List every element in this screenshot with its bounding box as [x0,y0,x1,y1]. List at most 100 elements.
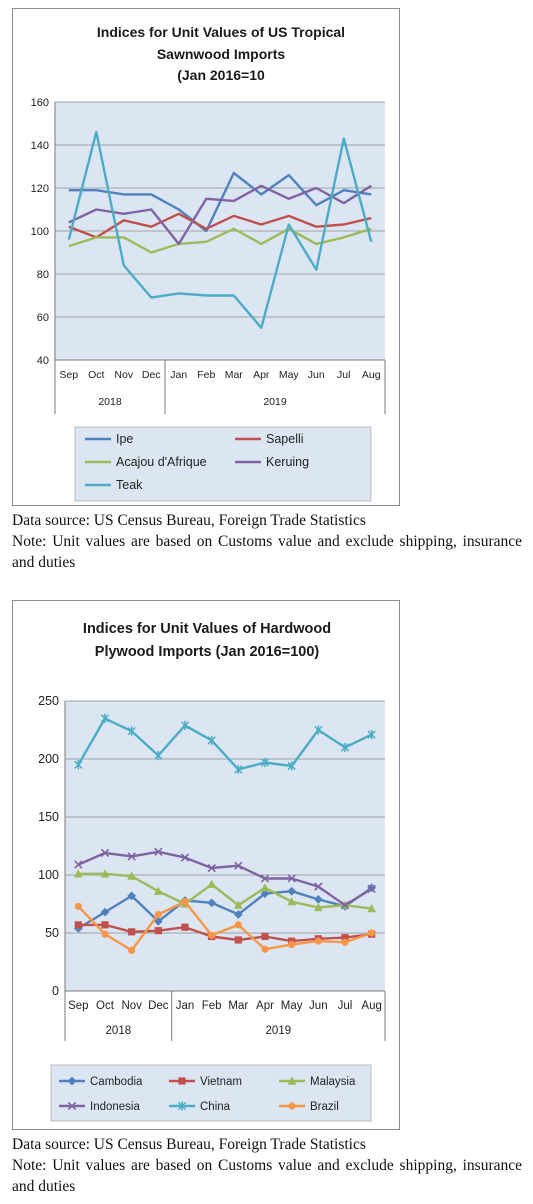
plywood-data-point [287,886,297,896]
plywood-series-line [77,850,373,907]
plywood-y-tick-label: 100 [38,868,59,882]
plywood-title-line-2: Plywood Imports (Jan 2016=100) [95,644,320,660]
plywood-series-line [77,886,373,930]
plywood-data-point [313,902,323,912]
plywood-x-tick-label: Jul [338,1000,353,1012]
sawnwood-series-teak [67,130,373,329]
sawnwood-x-tick-label: May [279,369,300,381]
plywood-series-brazil [74,898,376,954]
plywood-data-point [314,882,323,891]
sawnwood-y-tick-label: 120 [31,183,49,195]
plywood-data-point [287,874,296,883]
sawnwood-legend-label: Acajou d'Afrique [116,455,207,469]
sawnwood-x-tick-label: Sep [59,369,78,381]
sawnwood-series-sapelli [68,212,372,239]
sawnwood-title-line-1: Indices for Unit Values of US Tropical [97,24,345,40]
sawnwood-y-tick-label: 100 [31,226,49,238]
plywood-data-point [287,761,296,771]
plywood-legend-label: China [200,1101,231,1113]
plywood-data-point [74,860,83,869]
plywood-legend-marker [288,1102,296,1110]
plywood-x-tick-label: Sep [68,1000,88,1012]
sawnwood-note: Note: Unit values are based on Customs v… [12,533,522,571]
plywood-year-label: 2019 [266,1025,292,1037]
plywood-data-point [100,869,110,878]
plywood-data-point [261,932,269,941]
sawnwood-series-line [68,171,372,233]
plywood-legend [50,1064,372,1122]
plywood-y-tick-label: 0 [52,984,59,998]
sawnwood-legend-label: Ipe [116,432,133,446]
plywood-data-point [341,938,349,946]
sawnwood-y-tick-label: 60 [37,312,49,324]
sawnwood-chart-svg: Indices for Unit Values of US Tropical Sa… [31,24,386,502]
plywood-data-point [128,946,136,954]
plywood-data-point [260,874,270,883]
plywood-data-point [181,923,189,931]
plywood-data-point [153,886,163,895]
plywood-data-point [127,852,136,861]
plywood-data-point [74,760,83,770]
plywood-y-tick-label: 200 [38,752,59,766]
plywood-x-tick-label: Mar [228,1000,248,1012]
sawnwood-x-tick-label: Oct [88,369,104,381]
plywood-data-point [261,945,269,953]
sawnwood-legend [74,426,372,502]
plywood-data-point [181,898,189,906]
sawnwood-x-tick-label: Jun [308,369,325,381]
sawnwood-title-line-3: (Jan 2016=10 [177,67,265,83]
plywood-x-tick-label: Jan [176,1000,195,1012]
plywood-data-point [233,900,243,909]
plywood-series-line [77,900,373,952]
plywood-y-tick-label: 50 [45,926,59,940]
plywood-data-point [127,891,137,901]
plywood-legend-marker [67,1076,77,1086]
sawnwood-y-tick-label: 40 [37,355,49,367]
plywood-data-point [74,902,82,910]
plywood-data-point [73,869,83,878]
sawnwood-x-tick-label: Aug [362,369,381,381]
plywood-data-point [234,936,242,944]
plywood-data-point [367,730,376,740]
plywood-legend-marker [287,1076,297,1085]
plywood-data-point [234,861,243,870]
sawnwood-x-tick-label: Mar [225,369,244,381]
plywood-data-point [234,764,243,775]
plywood-data-point [260,757,270,768]
plywood-data-point [314,937,322,945]
plywood-legend-label: Brazil [310,1101,339,1113]
plywood-data-point [128,928,136,936]
plywood-data-point [100,848,110,858]
plywood-x-tick-label: Oct [96,1000,115,1012]
plywood-data-point [74,921,82,929]
plywood-plot-area [65,701,385,991]
sawnwood-year-label: 2018 [98,396,122,408]
plywood-data-point [340,900,350,910]
plywood-x-tick-label: May [281,1000,303,1012]
plywood-data-point [367,884,376,894]
plywood-data-point [234,921,242,929]
plywood-y-tick-label: 150 [38,810,59,824]
plywood-data-point [154,847,163,856]
plywood-x-tick-label: Nov [121,1000,142,1012]
plywood-data-point [287,897,297,906]
plywood-legend-marker [178,1077,186,1085]
plywood-series-indonesia [74,847,376,910]
plywood-data-point [101,921,109,929]
plywood-data-point [154,910,162,919]
plywood-y-tick-label: 250 [38,694,59,708]
plywood-data-point [100,907,110,917]
sawnwood-x-tick-label: Jan [170,369,187,381]
plywood-series-line [77,717,373,771]
plywood-source-notes: Data source: US Census Bureau, Foreign T… [12,1134,522,1197]
plywood-data-point [260,883,270,892]
sawnwood-x-tick-label: Jul [337,369,350,381]
sawnwood-series-keruing [68,184,372,246]
plywood-x-tick-label: Apr [256,1000,274,1012]
sawnwood-y-tick-label: 140 [31,140,49,152]
plywood-chart: Indices for Unit Values of Hardwood Plywo… [12,600,400,1130]
plywood-legend-marker [67,1101,77,1111]
plywood-data-point [127,871,137,880]
plywood-data-point [288,941,296,949]
plywood-data-point [101,930,109,938]
